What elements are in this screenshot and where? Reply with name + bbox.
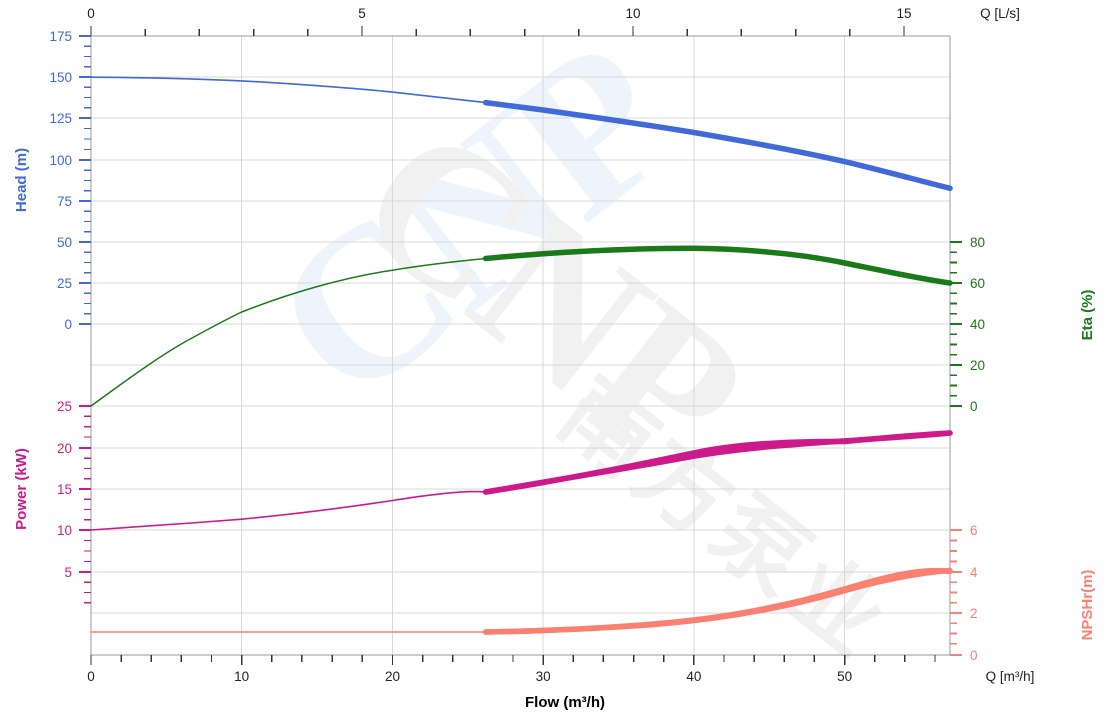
top-axis-tick-10: 10 bbox=[625, 6, 640, 21]
bottom-axis-unit-label: Q [m³/h] bbox=[986, 669, 1035, 684]
top-axis-unit-label: Q [L/s] bbox=[980, 6, 1020, 21]
top-axis-tick-15: 15 bbox=[896, 6, 911, 21]
top-axis-tick-5: 5 bbox=[358, 6, 366, 21]
npshr-curve-thick-segment bbox=[482, 567, 953, 635]
npshr-axis: 6 4 2 0 NPSHr(m) bbox=[950, 523, 1096, 663]
npshr-tick-6: 6 bbox=[970, 523, 978, 538]
eta-axis-title: Eta (%) bbox=[1079, 290, 1096, 341]
head-curve bbox=[90, 76, 953, 192]
eta-tick-80: 80 bbox=[970, 235, 985, 250]
head-axis-title: Head (m) bbox=[13, 148, 30, 212]
power-tick-5: 5 bbox=[64, 565, 72, 580]
power-curve-thin bbox=[90, 490, 487, 531]
eta-curve bbox=[90, 245, 953, 407]
head-curve-thin bbox=[90, 76, 487, 104]
npshr-axis-title: NPSHr(m) bbox=[1079, 570, 1096, 641]
eta-axis: 80 60 40 20 0 Eta (%) bbox=[950, 235, 1096, 414]
head-tick-150: 150 bbox=[49, 70, 72, 85]
head-axis: 175 150 125 100 75 50 25 0 Head (m) bbox=[13, 29, 91, 332]
x-axis-title: Flow (m³/h) bbox=[525, 694, 605, 711]
eta-curve-thick bbox=[482, 245, 953, 286]
npshr-curve-overlay bbox=[482, 567, 953, 635]
eta-tick-0: 0 bbox=[970, 399, 978, 414]
npshr-tick-4: 4 bbox=[970, 565, 978, 580]
power-curve-overlay bbox=[482, 430, 953, 495]
npshr-tick-0: 0 bbox=[970, 648, 978, 663]
npshr-tick-2: 2 bbox=[970, 606, 978, 621]
bottom-axis-tick-40: 40 bbox=[686, 669, 701, 684]
head-tick-50: 50 bbox=[57, 235, 72, 250]
head-tick-175: 175 bbox=[49, 29, 72, 44]
bottom-axis: 0 10 20 30 40 50 Q [m³/h] Flow (m³/h) bbox=[87, 654, 1035, 711]
vertical-gridlines bbox=[90, 36, 951, 655]
head-tick-100: 100 bbox=[49, 153, 72, 168]
power-tick-10: 10 bbox=[57, 523, 72, 538]
power-curve-thick-segment bbox=[482, 430, 953, 495]
watermark: CNP CNP 南方泵业 bbox=[230, 0, 908, 678]
top-axis-tick-0: 0 bbox=[87, 6, 95, 21]
head-tick-75: 75 bbox=[57, 194, 72, 209]
bottom-axis-tick-50: 50 bbox=[837, 669, 852, 684]
head-tick-125: 125 bbox=[49, 111, 72, 126]
bottom-axis-tick-30: 30 bbox=[536, 669, 551, 684]
head-tick-25: 25 bbox=[57, 276, 72, 291]
power-axis: 25 20 15 10 5 Power (kW) bbox=[13, 399, 91, 604]
bottom-axis-tick-0: 0 bbox=[87, 669, 95, 684]
bottom-axis-tick-20: 20 bbox=[385, 669, 400, 684]
top-axis: 0 5 10 15 Q [L/s] bbox=[87, 6, 1020, 37]
eta-tick-60: 60 bbox=[970, 276, 985, 291]
power-tick-20: 20 bbox=[57, 441, 72, 456]
eta-tick-40: 40 bbox=[970, 317, 985, 332]
head-curve-thick bbox=[482, 99, 953, 192]
head-tick-0: 0 bbox=[64, 317, 72, 332]
eta-curve-thin bbox=[90, 257, 487, 407]
power-tick-25: 25 bbox=[57, 399, 72, 414]
power-axis-title: Power (kW) bbox=[13, 448, 30, 530]
bottom-axis-tick-10: 10 bbox=[234, 669, 249, 684]
power-tick-15: 15 bbox=[57, 482, 72, 497]
eta-tick-20: 20 bbox=[970, 358, 985, 373]
